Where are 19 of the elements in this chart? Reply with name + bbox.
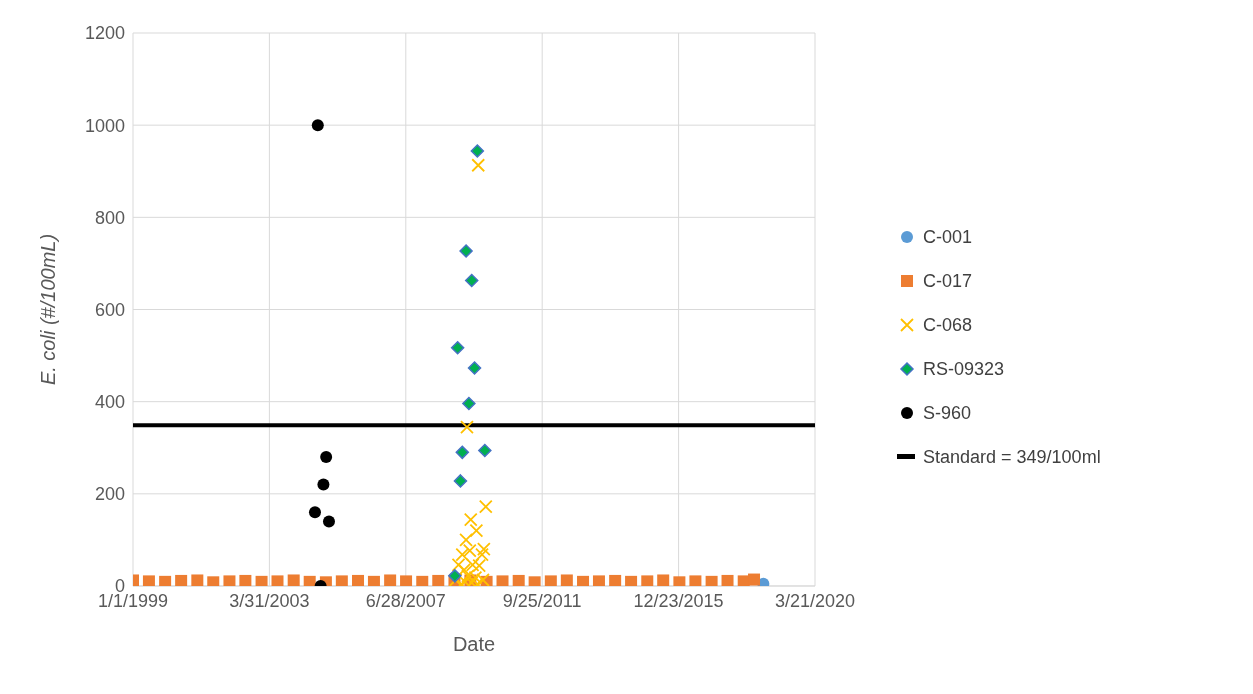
legend-label: RS-09323 xyxy=(923,358,1005,380)
x-tick-label: 12/23/2015 xyxy=(633,590,724,611)
legend-label: S-960 xyxy=(923,402,972,424)
legend-label: C-068 xyxy=(923,314,973,336)
y-tick-label: 200 xyxy=(94,484,125,505)
x-tick-label: 9/25/2011 xyxy=(502,590,582,611)
legend-label: C-017 xyxy=(923,270,973,292)
x-axis-title: Date xyxy=(452,633,496,655)
x-tick-label: 3/31/2003 xyxy=(229,590,310,611)
y-tick-label: 1000 xyxy=(84,115,125,136)
y-tick-label: 400 xyxy=(94,392,125,413)
y-tick-label: 800 xyxy=(94,207,125,228)
x-tick-label: 3/21/2020 xyxy=(774,590,856,611)
x-tick-label: 6/28/2007 xyxy=(365,590,446,611)
legend-label: Standard = 349/100ml xyxy=(923,446,1101,468)
legend-label: C-001 xyxy=(923,226,973,248)
y-tick-label: 1200 xyxy=(84,23,125,44)
y-axis-title: E. coli (#/100mL) xyxy=(37,233,60,386)
y-tick-label: 600 xyxy=(94,299,125,320)
